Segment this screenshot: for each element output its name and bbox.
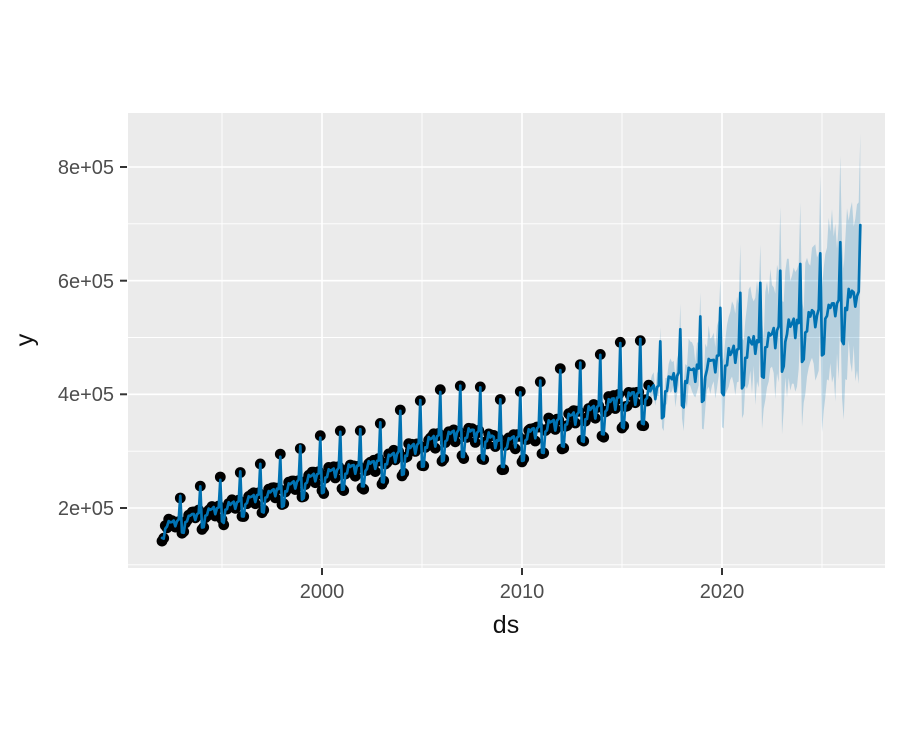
history-point (434, 384, 446, 396)
x-tick-label: 2000 (300, 581, 345, 603)
history-point (314, 430, 326, 442)
history-point (309, 477, 321, 489)
data-layers (156, 133, 862, 547)
x-axis-labels: 2000 2010 2020 (300, 581, 745, 603)
history-point (269, 492, 281, 504)
minor-gridlines (128, 113, 885, 568)
y-tick-label: 2e+05 (58, 498, 114, 520)
y-axis-labels: 2e+05 4e+05 6e+05 8e+05 (58, 157, 114, 520)
history-point (274, 448, 286, 460)
history-point (509, 443, 521, 455)
history-point (369, 466, 381, 477)
y-tick-label: 4e+05 (58, 384, 114, 406)
history-point (214, 471, 226, 483)
y-axis-title: y (11, 333, 39, 346)
forecast-line (160, 223, 862, 541)
x-axis-ticks (321, 568, 723, 575)
y-tick-label: 8e+05 (58, 157, 114, 179)
y-tick-label: 6e+05 (58, 271, 114, 293)
y-axis-ticks (120, 166, 127, 509)
history-point (554, 363, 566, 374)
history-point (249, 498, 261, 510)
x-axis-title: ds (493, 611, 519, 639)
history-point (429, 442, 441, 454)
history-point (529, 435, 541, 447)
x-tick-label: 2020 (700, 581, 745, 603)
x-tick-label: 2010 (500, 581, 545, 603)
